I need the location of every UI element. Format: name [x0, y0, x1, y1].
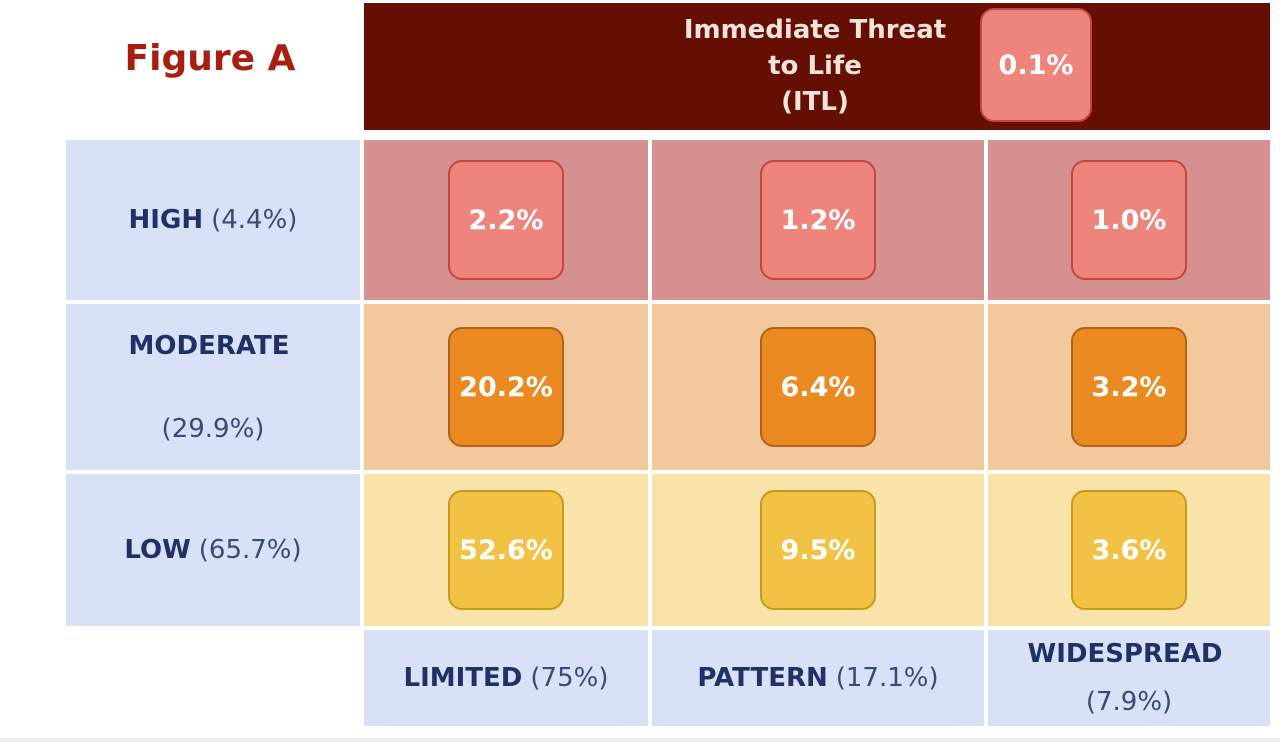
- cell-value: 1.2%: [760, 160, 876, 280]
- column-name: LIMITED: [403, 663, 523, 693]
- column-label: WIDESPREAD (7.9%): [988, 630, 1270, 726]
- row-name: MODERATE: [128, 330, 290, 361]
- row-share: (29.9%): [161, 413, 265, 444]
- cell: 1.0%: [988, 140, 1270, 300]
- row-share: (4.4%): [211, 205, 298, 235]
- itl-line: (ITL): [781, 87, 849, 117]
- cell: 20.2%: [364, 304, 648, 470]
- column-name: WIDESPREAD: [1027, 639, 1223, 669]
- row-label: LOW (65.7%): [66, 474, 360, 626]
- itl-value: 0.1%: [980, 8, 1092, 122]
- cell-value: 6.4%: [760, 327, 876, 447]
- cell: 1.2%: [652, 140, 984, 300]
- cell-value: 9.5%: [760, 490, 876, 610]
- cell: 9.5%: [652, 474, 984, 626]
- row-label: HIGH (4.4%): [66, 140, 360, 300]
- row-name: HIGH: [128, 205, 204, 235]
- itl-header: [364, 3, 1270, 130]
- row-label: MODERATE (29.9%): [66, 304, 360, 470]
- cell-value: 52.6%: [448, 490, 564, 610]
- itl-line: to Life: [768, 51, 862, 81]
- column-name: PATTERN: [697, 663, 828, 693]
- divider: [0, 738, 1280, 742]
- column-share: (17.1%): [835, 663, 939, 693]
- row-name: LOW: [124, 535, 191, 565]
- column-share: (7.9%): [1085, 687, 1173, 717]
- cell-value: 2.2%: [448, 160, 564, 280]
- cell: 3.2%: [988, 304, 1270, 470]
- cell-value: 20.2%: [448, 327, 564, 447]
- column-label: PATTERN (17.1%): [652, 630, 984, 726]
- itl-label: Immediate Threat to Life (ITL): [640, 12, 990, 120]
- column-share: (75%): [530, 663, 609, 693]
- itl-line: Immediate Threat: [683, 15, 947, 45]
- figure-title: Figure A: [124, 38, 296, 79]
- row-share: (65.7%): [198, 535, 302, 565]
- column-label: LIMITED (75%): [364, 630, 648, 726]
- cell: 2.2%: [364, 140, 648, 300]
- cell-value: 3.2%: [1071, 327, 1187, 447]
- cell-value: 1.0%: [1071, 160, 1187, 280]
- cell: 52.6%: [364, 474, 648, 626]
- cell-value: 3.6%: [1071, 490, 1187, 610]
- cell: 6.4%: [652, 304, 984, 470]
- cell: 3.6%: [988, 474, 1270, 626]
